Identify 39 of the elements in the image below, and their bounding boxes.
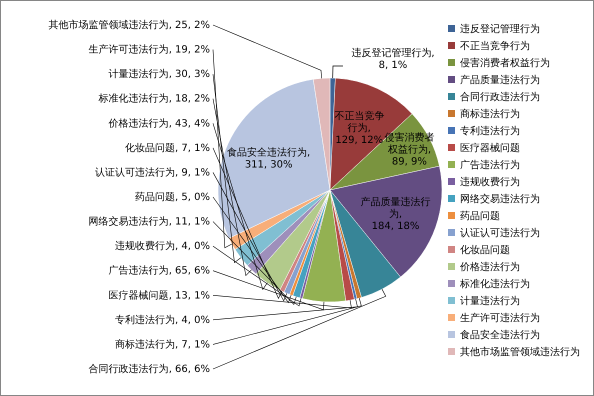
data-label: 化妆品问题, 7, 1% <box>125 142 210 154</box>
legend-label: 广告违法行为 <box>460 159 520 171</box>
data-label: 产品质量违法行为, 184, 18% <box>360 196 431 232</box>
data-label: 计量违法行为, 30, 3% <box>108 68 210 80</box>
data-label: 认证认可违法行为, 9, 1% <box>95 166 210 178</box>
data-label: 不正当竞争行为, 129, 12% <box>334 110 384 146</box>
legend-label: 网络交易违法行为 <box>460 193 540 205</box>
data-label: 广告违法行为, 65, 6% <box>108 264 210 277</box>
data-label: 其他市场监管领域违法行为, 25, 2% <box>48 19 210 31</box>
data-label: 医疗器械问题, 13, 1% <box>108 289 210 302</box>
legend-label: 其他市场监管领域违法行为 <box>460 346 580 358</box>
legend-label: 医疗器械问题 <box>460 142 520 154</box>
data-label: 价格违法行为, 43, 4% <box>108 117 210 130</box>
data-label: 违反登记管理行为, 8, 1% <box>351 47 435 72</box>
legend-label: 侵害消费者权益行为 <box>460 57 550 69</box>
data-label: 生产许可违法行为, 19, 2% <box>88 44 210 56</box>
data-label: 专利违法行为, 4, 0% <box>115 314 210 326</box>
legend-label: 商标违法行为 <box>460 108 520 120</box>
legend-label: 产品质量违法行为 <box>460 74 540 86</box>
data-label: 标准化违法行为, 18, 2% <box>98 92 210 105</box>
legend-label: 标准化违法行为 <box>459 278 530 290</box>
data-label: 药品问题, 5, 0% <box>135 191 210 203</box>
data-label: 网络交易违法行为, 11, 1% <box>88 216 210 228</box>
legend-label: 生产许可违法行为 <box>460 312 540 324</box>
legend-label: 专利违法行为 <box>460 125 520 137</box>
legend-label: 违反登记管理行为 <box>460 23 540 35</box>
data-label: 合同行政违法行为, 66, 6% <box>88 363 210 375</box>
legend-label: 药品问题 <box>460 210 500 222</box>
data-label: 商标违法行为, 7, 1% <box>115 338 210 350</box>
legend-label: 化妆品问题 <box>460 244 510 256</box>
data-label: 违规收费行为, 4, 0% <box>115 240 210 252</box>
legend-label: 认证认可违法行为 <box>460 227 540 239</box>
legend-label: 不正当竞争行为 <box>460 40 530 52</box>
legend-label: 价格违法行为 <box>459 261 520 273</box>
legend-label: 食品安全违法行为 <box>460 329 540 341</box>
legend-label: 计量违法行为 <box>460 295 520 307</box>
legend-label: 合同行政违法行为 <box>460 91 540 103</box>
data-label: 食品安全违法行为, 311, 30% <box>227 146 310 170</box>
legend-label: 违规收费行为 <box>460 176 520 188</box>
